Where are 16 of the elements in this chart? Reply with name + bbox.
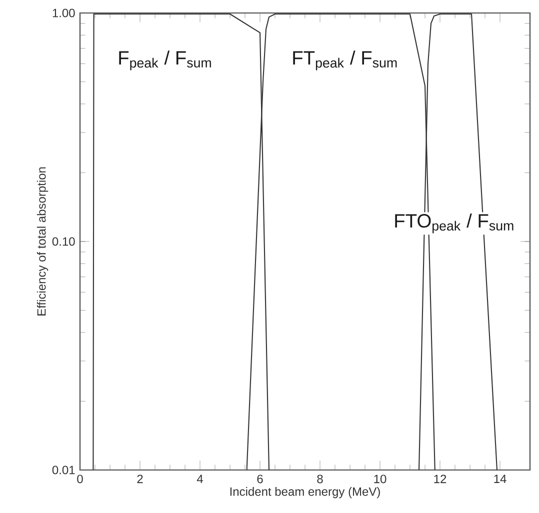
series-label: F$_{peak}$ / F$_{sum}$ [119, 50, 211, 70]
x-tick-label: 4 [196, 474, 203, 483]
x-tick-label: 8 [317, 474, 323, 484]
x-tick-label: 14 [494, 474, 506, 483]
series-label: FTO$_{peak}$ / F$_{sum}$ [395, 214, 514, 234]
y-axis-title: Efficiency of total absorption [36, 167, 48, 316]
x-axis-title: Incident beam energy (MeV) [230, 487, 380, 498]
x-tick-label: 2 [137, 474, 143, 484]
y-tick-label: 0.01 [52, 466, 75, 474]
series-label: FT$_{peak}$ / F$_{sum}$ [293, 50, 397, 70]
x-tick-label: 10 [374, 474, 386, 484]
y-tick-label: 0.10 [52, 237, 75, 246]
y-tick-label: 1.00 [52, 8, 75, 18]
x-tick-label: 0 [77, 474, 83, 484]
x-tick-label: 12 [434, 474, 446, 484]
x-tick-label: 6 [257, 474, 263, 484]
